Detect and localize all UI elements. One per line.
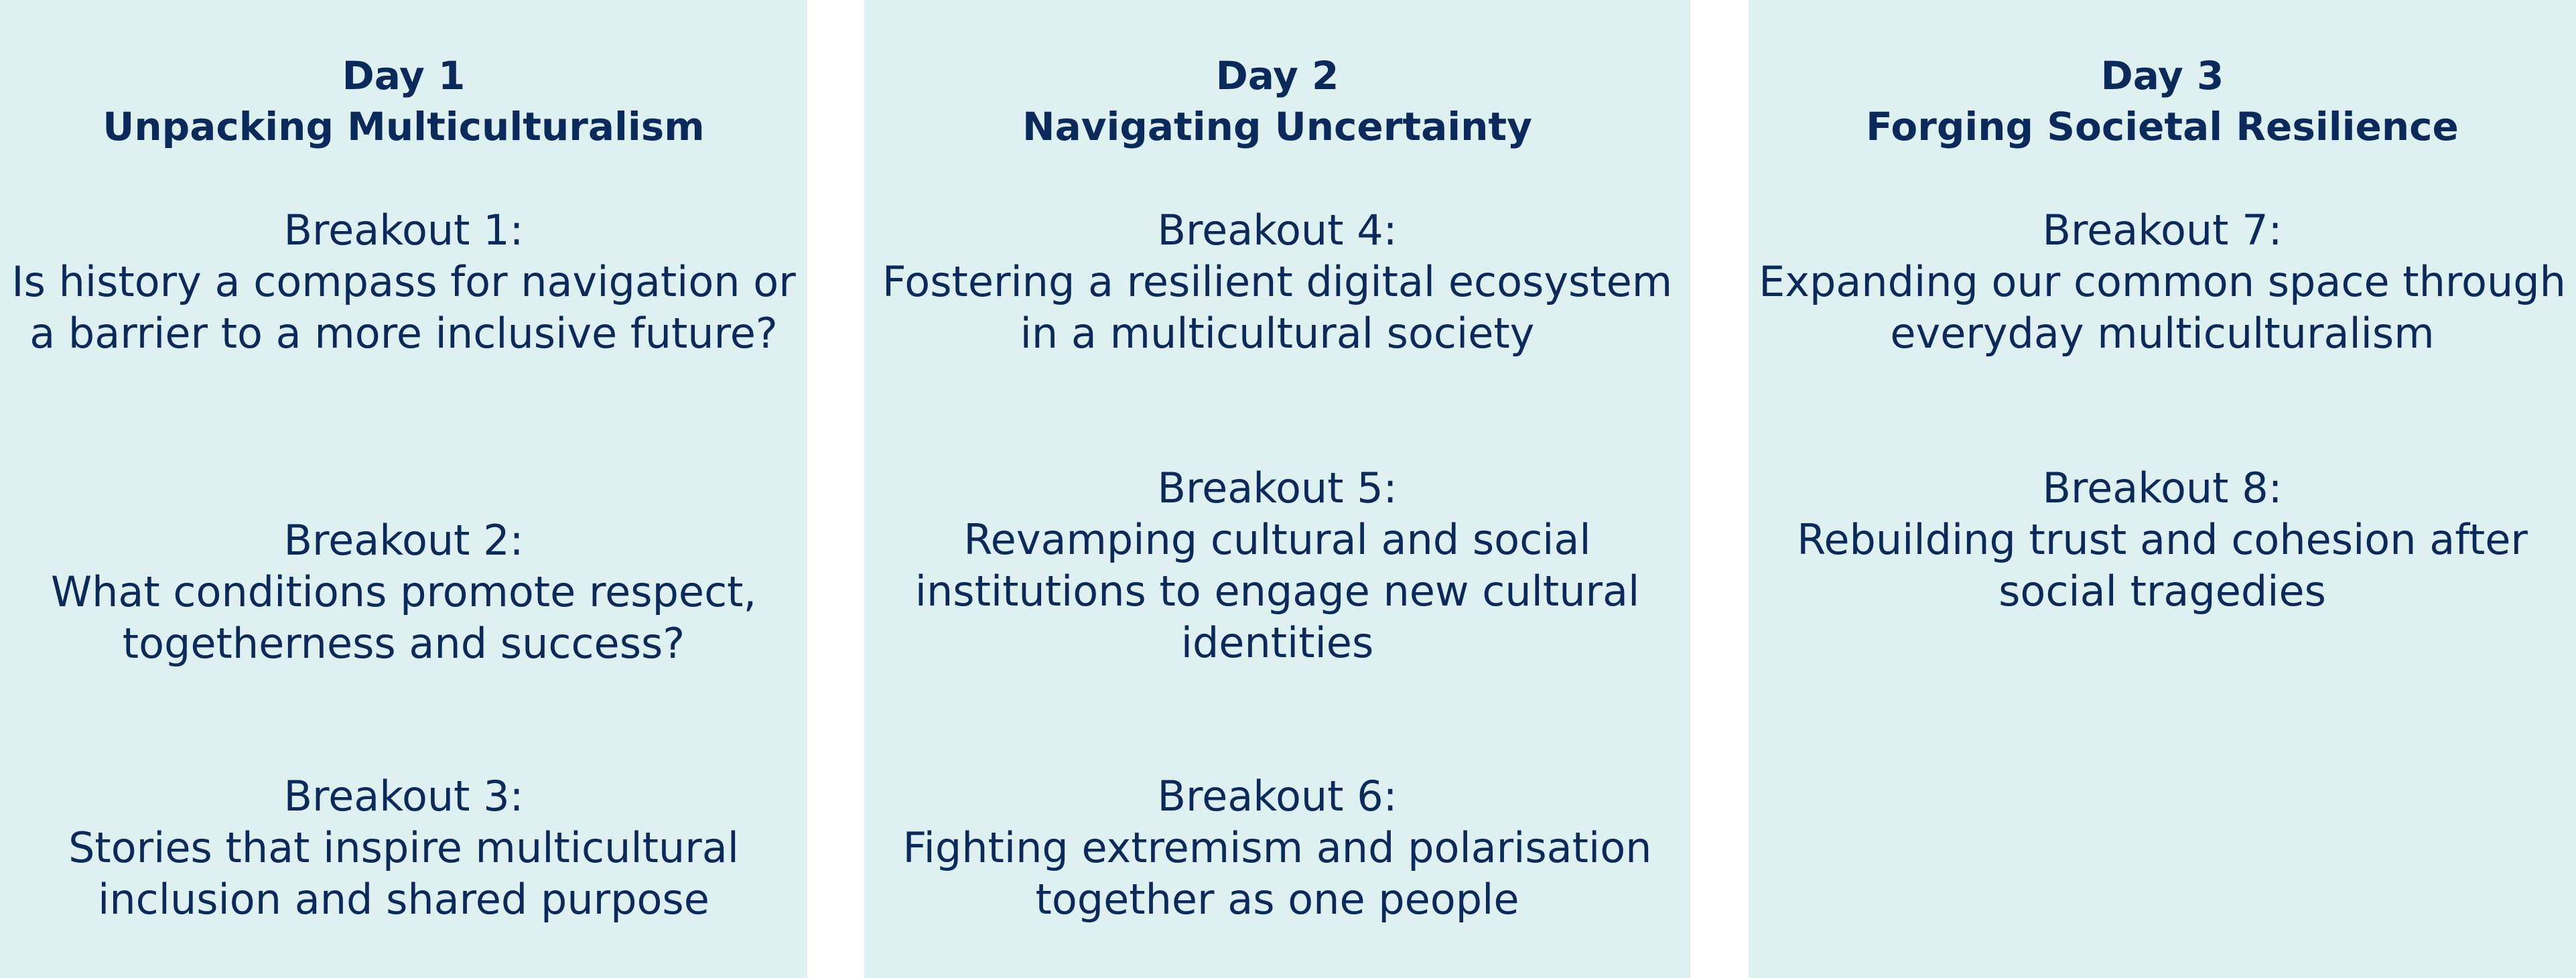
day-3-theme: Forging Societal Resilience <box>1866 104 2459 149</box>
breakout-1-label: Breakout 1: <box>283 206 524 255</box>
day-1-theme: Unpacking Multiculturalism <box>103 104 705 149</box>
day-3-label: Day 3 <box>2100 53 2224 98</box>
breakout-5-label: Breakout 5: <box>1157 464 1398 512</box>
breakout-3: Breakout 3: Stories that inspire multicu… <box>7 770 801 925</box>
breakout-3-label: Breakout 3: <box>283 772 524 821</box>
breakout-1: Breakout 1: Is history a compass for nav… <box>7 204 801 359</box>
day-2-header: Day 2 Navigating Uncertainty <box>864 50 1690 152</box>
breakout-5: Breakout 5: Revamping cultural and socia… <box>871 462 1684 669</box>
breakout-7: Breakout 7: Expanding our common space t… <box>1755 204 2569 359</box>
breakout-2: Breakout 2: What conditions promote resp… <box>7 514 801 669</box>
breakout-4-label: Breakout 4: <box>1157 206 1398 255</box>
day-3-header: Day 3 Forging Societal Resilience <box>1749 50 2576 152</box>
breakout-8: Breakout 8: Rebuilding trust and cohesio… <box>1755 462 2569 617</box>
breakout-2-title: What conditions promote respect, togethe… <box>50 567 757 668</box>
breakout-7-label: Breakout 7: <box>2042 206 2283 255</box>
breakout-2-label: Breakout 2: <box>283 516 524 565</box>
day-1-column: Day 1 Unpacking Multiculturalism Breakou… <box>0 0 807 978</box>
breakout-4: Breakout 4: Fostering a resilient digita… <box>871 204 1684 359</box>
day-2-label: Day 2 <box>1215 53 1339 98</box>
breakout-3-title: Stories that inspire multicultural inclu… <box>68 823 739 924</box>
breakout-6-title: Fighting extremism and polarisation toge… <box>902 823 1652 924</box>
breakout-8-title: Rebuilding trust and cohesion after soci… <box>1797 515 2528 616</box>
breakout-7-title: Expanding our common space through every… <box>1759 257 2566 358</box>
breakout-5-title: Revamping cultural and social institutio… <box>914 515 1640 667</box>
day-1-label: Day 1 <box>342 53 466 98</box>
breakout-6-label: Breakout 6: <box>1157 772 1398 821</box>
day-1-header: Day 1 Unpacking Multiculturalism <box>0 50 807 152</box>
breakout-8-label: Breakout 8: <box>2042 464 2283 512</box>
breakout-1-title: Is history a compass for navigation or a… <box>11 257 796 358</box>
breakout-4-title: Fostering a resilient digital ecosystem … <box>882 257 1673 358</box>
breakout-6: Breakout 6: Fighting extremism and polar… <box>871 770 1684 925</box>
day-2-theme: Navigating Uncertainty <box>1022 104 1532 149</box>
day-2-column: Day 2 Navigating Uncertainty Breakout 4:… <box>864 0 1690 978</box>
day-3-column: Day 3 Forging Societal Resilience Breako… <box>1749 0 2576 978</box>
